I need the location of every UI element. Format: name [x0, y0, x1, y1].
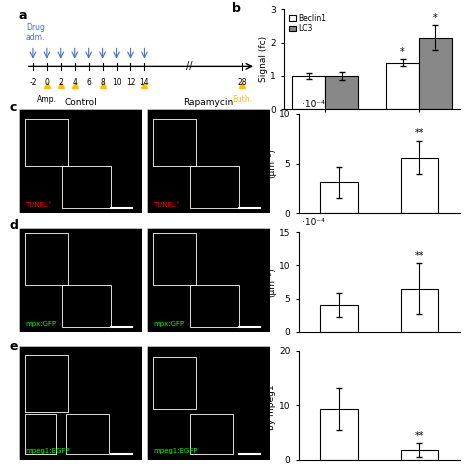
Bar [401, 157, 438, 213]
Y-axis label: Tunel⁺ nuclei
(μm⁻²): Tunel⁺ nuclei (μm⁻²) [256, 134, 276, 193]
Text: **: ** [415, 128, 424, 138]
Text: mpx:GFP: mpx:GFP [25, 320, 56, 327]
Text: TUNEL⁺: TUNEL⁺ [25, 202, 52, 208]
Text: ·10⁻⁴: ·10⁻⁴ [302, 219, 325, 228]
Bar [386, 63, 419, 109]
Text: e: e [9, 340, 18, 353]
Text: TUNEL⁺: TUNEL⁺ [153, 202, 180, 208]
Text: d: d [9, 219, 18, 232]
Bar [419, 38, 452, 109]
Text: mpeg1:EGFP: mpeg1:EGFP [25, 448, 70, 454]
Bar [401, 289, 438, 332]
Text: 0: 0 [45, 78, 49, 87]
Y-axis label: Signal (fc): Signal (fc) [258, 36, 267, 82]
Text: 4: 4 [73, 78, 77, 87]
Text: 8: 8 [100, 78, 105, 87]
Text: 6: 6 [86, 78, 91, 87]
Y-axis label: % area covered
by mpeg1⁺: % area covered by mpeg1⁺ [256, 370, 276, 441]
Bar [325, 76, 358, 109]
Text: *: * [433, 13, 438, 23]
Text: *: * [400, 47, 405, 57]
Text: ·10⁻⁴: ·10⁻⁴ [302, 100, 325, 109]
Text: **: ** [415, 431, 424, 441]
Text: 14: 14 [140, 78, 149, 87]
Bar [320, 409, 358, 460]
Legend: Beclin1, LC3: Beclin1, LC3 [288, 13, 327, 34]
Text: Amp.: Amp. [37, 95, 57, 104]
Text: 12: 12 [126, 78, 135, 87]
Text: **: ** [415, 251, 424, 261]
Text: b: b [232, 1, 241, 15]
Text: mpeg1:EGFP: mpeg1:EGFP [153, 448, 198, 454]
Text: 2: 2 [58, 78, 63, 87]
Text: a: a [19, 9, 27, 22]
Text: Rapamycin: Rapamycin [183, 98, 234, 107]
Text: Euth.: Euth. [232, 95, 252, 104]
Text: Control: Control [64, 98, 97, 107]
Bar [320, 305, 358, 332]
Bar [292, 76, 325, 109]
Bar [320, 182, 358, 213]
Text: //: // [186, 61, 193, 72]
Y-axis label: mpx⁺ cells
(μm⁻²): mpx⁺ cells (μm⁻²) [256, 258, 276, 306]
Bar [401, 450, 438, 460]
Text: 28: 28 [237, 78, 247, 87]
Text: mpx:GFP: mpx:GFP [153, 320, 184, 327]
Text: -2: -2 [29, 78, 36, 87]
Text: 10: 10 [112, 78, 121, 87]
Text: Drug
adm.: Drug adm. [26, 23, 46, 42]
Text: c: c [9, 100, 17, 114]
